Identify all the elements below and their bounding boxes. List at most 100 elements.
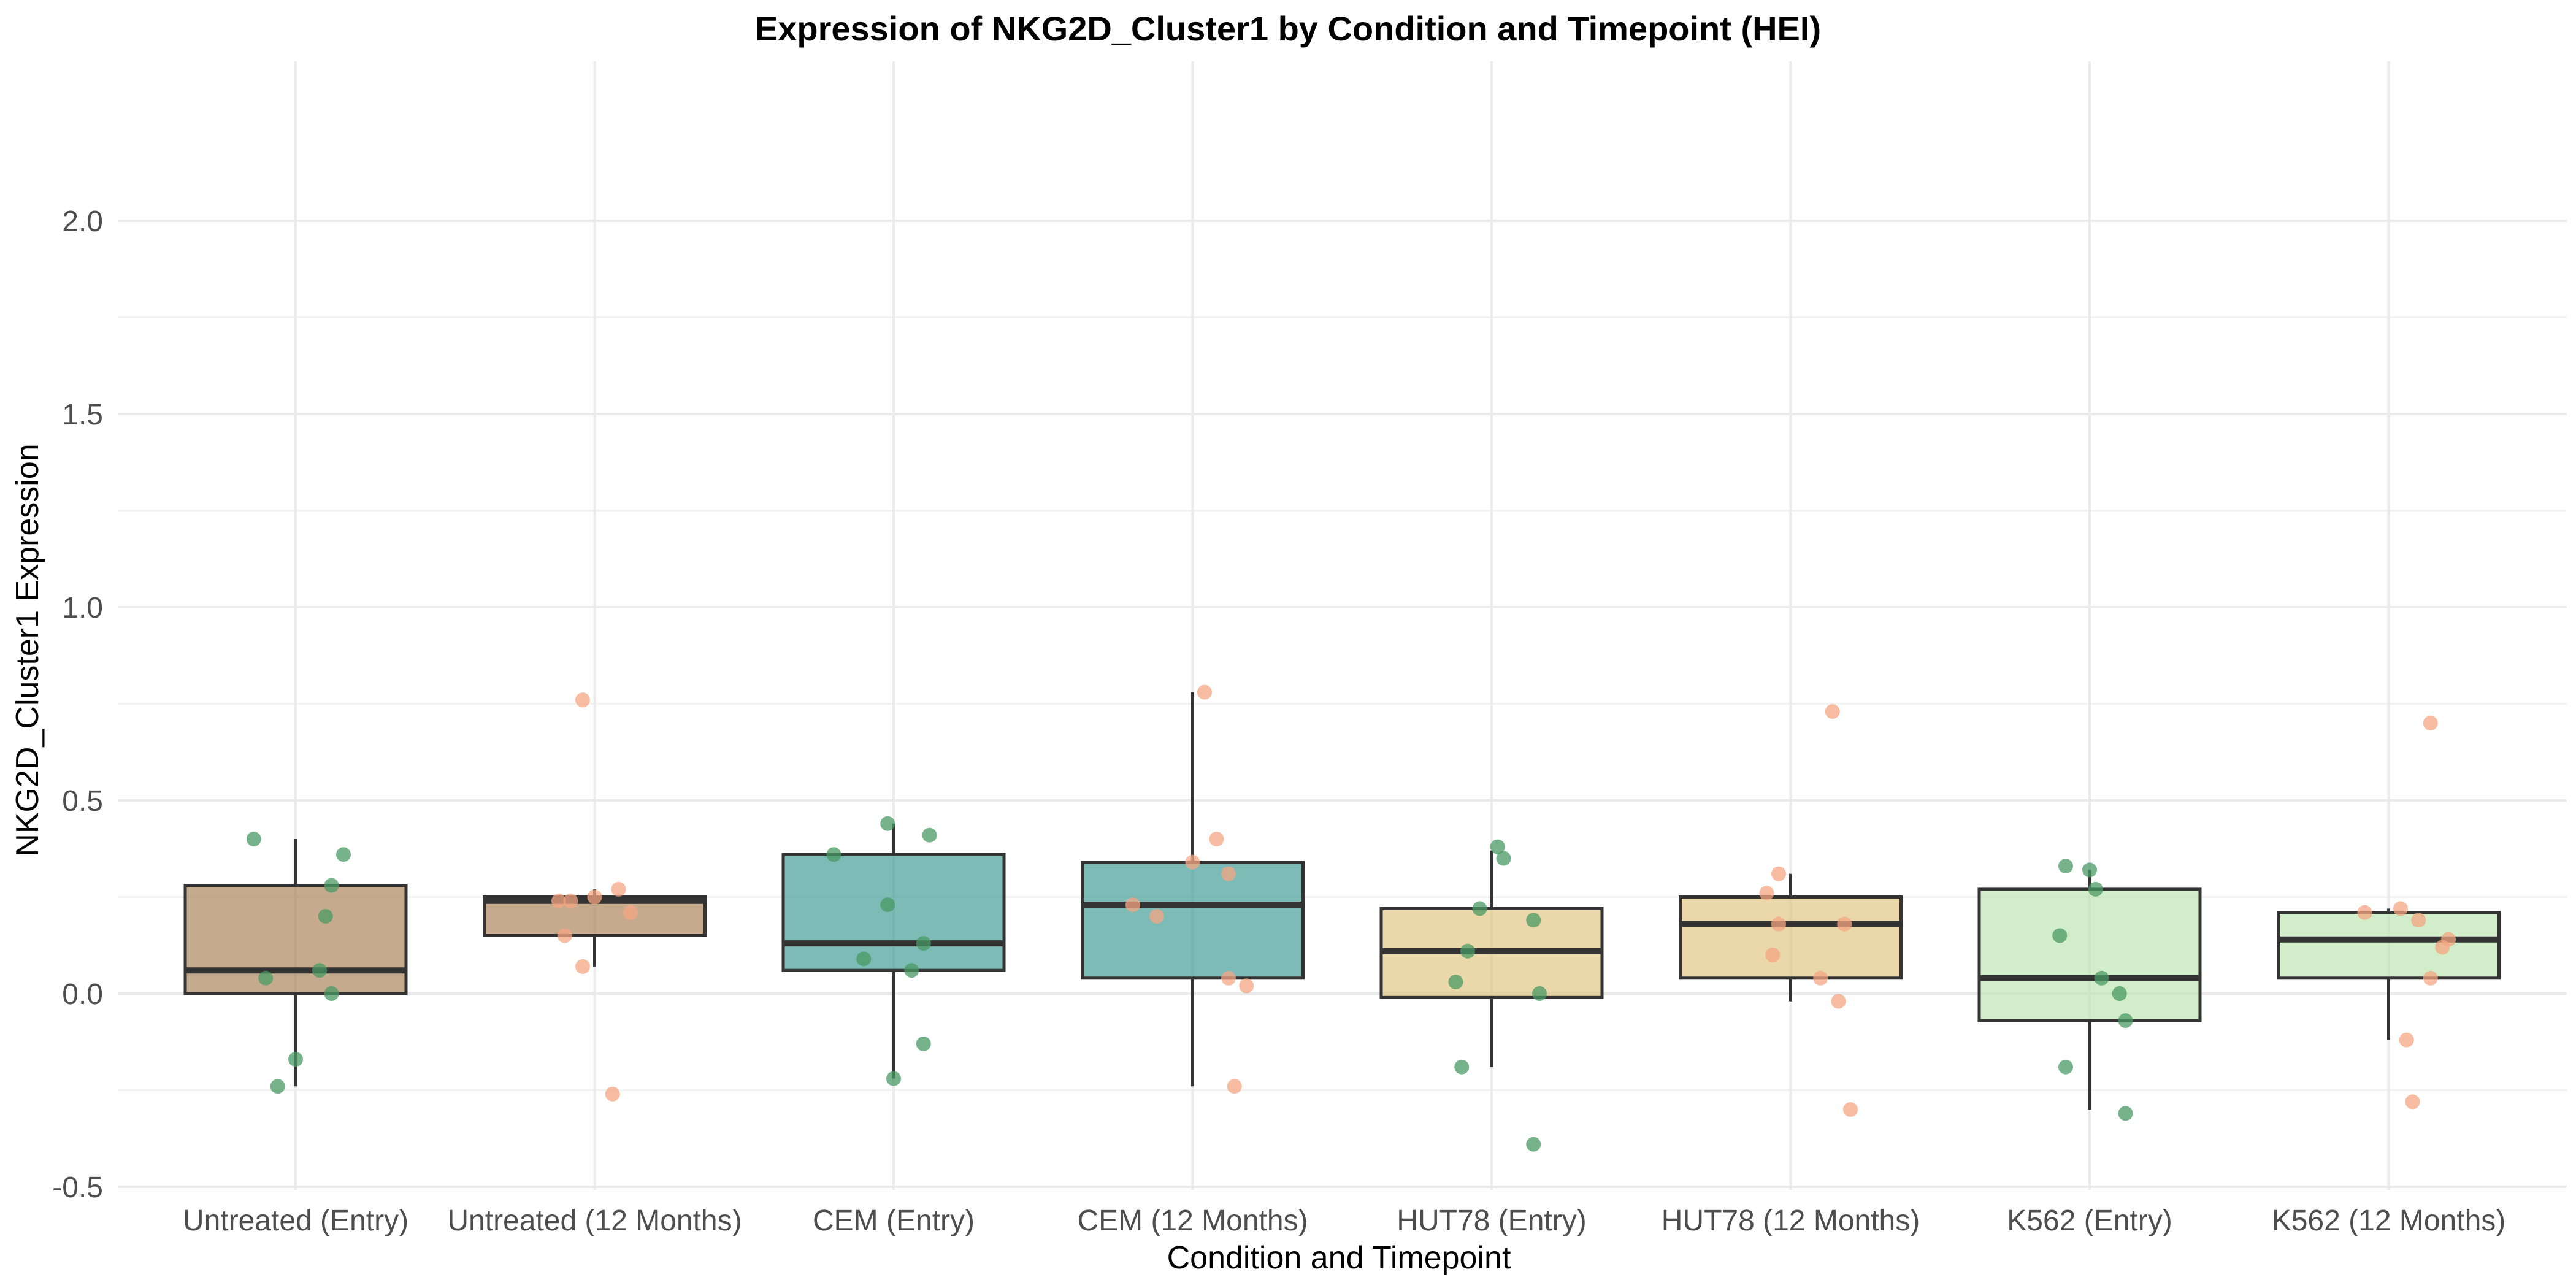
data-point: [886, 1071, 901, 1086]
y-axis-ticks: -0.5 0.0 0.5 1.0 1.5 2.0: [52, 205, 103, 1204]
data-point: [2405, 1094, 2420, 1110]
box: [2277, 911, 2501, 980]
data-point: [880, 816, 895, 831]
data-point: [1125, 897, 1140, 913]
x-tick-label: CEM (12 Months): [1077, 1205, 1308, 1237]
data-point: [1526, 1137, 1541, 1152]
data-point: [2411, 913, 2426, 928]
data-points: [246, 684, 2456, 1152]
boxplot: [1081, 692, 1305, 1087]
boxplot: [1379, 850, 1604, 1067]
data-point: [1454, 1059, 1470, 1075]
data-point: [2393, 901, 2408, 916]
y-tick-label: -0.5: [52, 1171, 103, 1204]
data-point: [2118, 1013, 2133, 1029]
box: [1679, 895, 1903, 980]
data-point: [1837, 916, 1852, 932]
boxplot: [1977, 870, 2202, 1110]
data-point: [312, 963, 327, 978]
data-point: [856, 951, 872, 967]
data-point: [2112, 986, 2127, 1001]
data-point: [1843, 1102, 1858, 1117]
data-point: [826, 847, 841, 862]
x-axis-title: Condition and Timepoint: [1167, 1240, 1511, 1276]
data-point: [246, 832, 261, 846]
x-tick-label: K562 (12 Months): [2272, 1205, 2506, 1237]
data-point: [1759, 886, 1774, 901]
box: [1977, 887, 2202, 1022]
data-point: [557, 928, 572, 943]
data-point: [1197, 684, 1212, 700]
y-axis-title: NKG2D_Cluster1 Expression: [10, 443, 45, 856]
y-tick-label: 2.0: [62, 205, 103, 238]
data-point: [270, 1079, 285, 1094]
box: [1081, 861, 1305, 980]
y-tick-label: 1.5: [62, 399, 103, 431]
data-point: [1765, 948, 1781, 962]
data-point: [336, 847, 351, 862]
x-tick-label: K562 (Entry): [2007, 1205, 2172, 1237]
chart-title: Expression of NKG2D_Cluster1 by Conditio…: [755, 9, 1821, 48]
data-point: [2058, 859, 2073, 874]
data-point: [1490, 839, 1505, 854]
data-point: [1227, 1079, 1242, 1094]
x-tick-label: Untreated (Entry): [183, 1205, 408, 1237]
y-tick-label: 0.5: [62, 785, 103, 818]
data-point: [1526, 913, 1541, 928]
data-point: [1149, 909, 1164, 924]
x-tick-label: CEM (Entry): [813, 1205, 975, 1237]
data-point: [1460, 943, 1475, 959]
x-tick-label: HUT78 (12 Months): [1662, 1205, 1920, 1237]
data-point: [916, 936, 931, 951]
data-point: [2058, 1059, 2073, 1075]
data-point: [1221, 970, 1236, 986]
data-point: [1771, 866, 1786, 881]
boxplot: [2277, 908, 2501, 1040]
data-point: [916, 1036, 931, 1051]
boxplots: [183, 692, 2501, 1110]
data-point: [1221, 866, 1236, 881]
data-point: [1532, 986, 1547, 1001]
boxplot: [1679, 873, 1903, 1002]
data-point: [1185, 854, 1200, 870]
data-point: [1831, 994, 1846, 1009]
data-point: [605, 1086, 620, 1102]
x-tick-label: HUT78 (Entry): [1397, 1205, 1586, 1237]
data-point: [258, 970, 274, 986]
data-point: [2399, 1032, 2414, 1048]
data-point: [575, 692, 590, 708]
data-point: [563, 893, 578, 908]
data-point: [1825, 704, 1840, 719]
data-point: [1448, 975, 1463, 990]
y-tick-label: 0.0: [62, 978, 103, 1011]
data-point: [1472, 901, 1487, 916]
data-point: [1771, 916, 1786, 932]
data-point: [551, 893, 566, 908]
y-tick-label: 1.0: [62, 592, 103, 624]
data-point: [1209, 832, 1224, 846]
data-point: [1813, 970, 1828, 986]
data-point: [2118, 1106, 2133, 1121]
data-point: [2094, 970, 2109, 986]
data-point: [2357, 905, 2372, 920]
data-point: [922, 827, 937, 843]
data-point: [1239, 978, 1254, 994]
data-point: [318, 909, 333, 924]
data-point: [587, 889, 602, 905]
x-axis-ticks: Untreated (Entry) Untreated (12 Months) CE…: [183, 1205, 2505, 1237]
data-point: [2052, 928, 2068, 943]
box: [183, 884, 408, 995]
data-point: [611, 881, 626, 897]
data-point: [288, 1052, 303, 1067]
data-point: [2423, 716, 2438, 730]
data-point: [575, 959, 590, 974]
data-point: [1496, 851, 1511, 866]
box: [781, 853, 1006, 972]
data-point: [2088, 881, 2103, 897]
data-point: [880, 897, 895, 913]
data-point: [2423, 970, 2438, 986]
data-point: [324, 986, 339, 1001]
boxplot: [781, 823, 1006, 1079]
boxplot: [183, 839, 408, 1087]
